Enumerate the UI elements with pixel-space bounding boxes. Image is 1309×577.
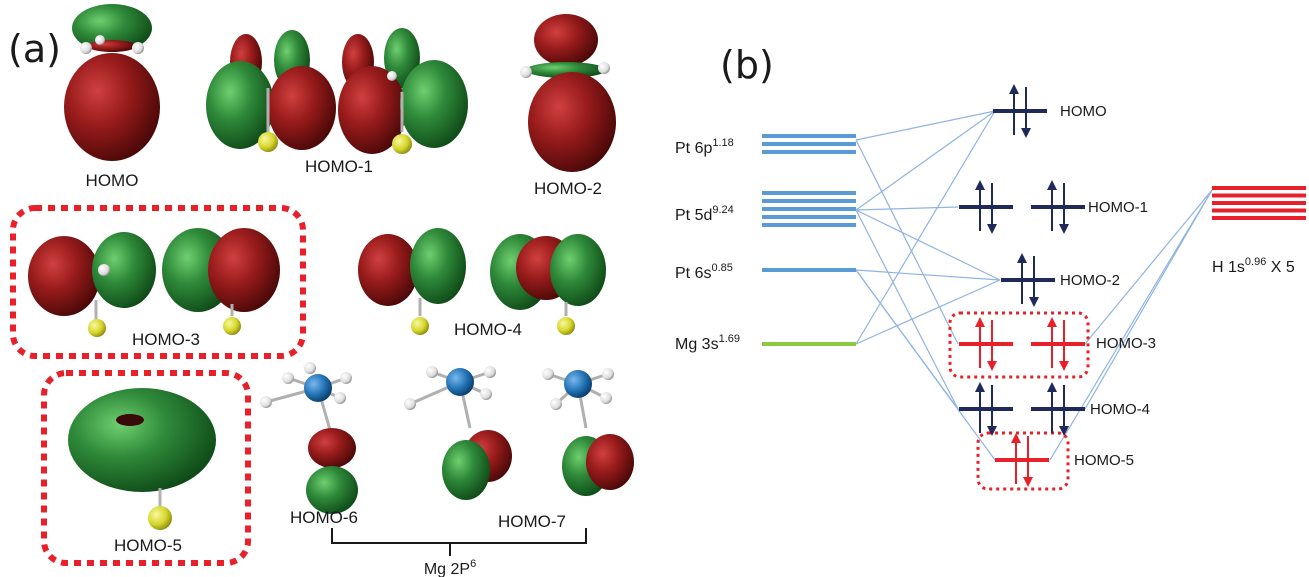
spin-down-arrowhead <box>1023 477 1033 487</box>
connector-line <box>1084 189 1213 410</box>
spin-up-arrowhead <box>1011 433 1021 443</box>
spin-up-arrowhead <box>1017 253 1027 263</box>
spin-up-arrowhead <box>1009 84 1019 94</box>
connector-line <box>855 110 996 345</box>
label-pt6p: Pt 6p1.18 <box>675 137 734 157</box>
spin-down-arrowhead <box>987 426 997 436</box>
label-homo-2: HOMO-2 <box>534 179 602 198</box>
label-homo-5: HOMO-5 <box>114 536 182 555</box>
label-homo-6: HOMO-6 <box>290 508 358 527</box>
spin-up-arrowhead <box>1047 317 1057 327</box>
label-homo: HOMO <box>86 171 139 190</box>
connector-line <box>855 269 1001 281</box>
orbital-homo-7-b <box>542 368 634 496</box>
label-homo-1: HOMO-1 <box>305 157 373 176</box>
spin-down-arrowhead <box>1029 297 1039 307</box>
label-homo-3: HOMO-3 <box>132 330 200 349</box>
spin-down-arrowhead <box>987 361 997 371</box>
connector-line <box>855 209 1001 281</box>
connector-lines <box>855 110 1213 461</box>
label-mg3s: Mg 3s1.69 <box>675 333 740 353</box>
orbital-homo-6 <box>260 362 358 514</box>
orbital-homo <box>64 4 160 161</box>
spin-down-arrowhead <box>1059 224 1069 234</box>
label-mo-homo: HOMO <box>1060 103 1107 120</box>
mo-levels <box>959 84 1085 487</box>
label-mg2p: Mg 2P6 <box>424 558 476 577</box>
connector-line <box>855 110 996 141</box>
orbital-homo-7-a <box>404 366 512 500</box>
connector-line <box>855 269 959 410</box>
spin-up-arrowhead <box>1047 382 1057 392</box>
spin-up-arrowhead <box>975 180 985 190</box>
orbital-homo-3 <box>28 228 280 337</box>
spin-down-arrowhead <box>987 224 997 234</box>
spin-down-arrowhead <box>1021 128 1031 138</box>
highlight-box-homo-5 <box>41 370 251 566</box>
spin-up-arrowhead <box>975 317 985 327</box>
label-homo-7: HOMO-7 <box>498 512 566 531</box>
level-pt6p <box>762 134 856 154</box>
label-pt6s: Pt 6s0.85 <box>675 262 733 282</box>
label-mo-homo-5: HOMO-5 <box>1074 452 1134 469</box>
connector-line <box>855 279 1001 345</box>
highlight-box-mo-homo-3 <box>948 311 1090 379</box>
panel-a-label: (a) <box>8 27 61 71</box>
label-mo-homo-3: HOMO-3 <box>1096 335 1156 352</box>
connector-line <box>855 110 996 211</box>
spin-up-arrowhead <box>1047 180 1057 190</box>
connector-line <box>855 139 959 345</box>
label-mo-homo-4: HOMO-4 <box>1090 401 1150 418</box>
label-homo-4: HOMO-4 <box>454 320 522 339</box>
connector-line <box>1049 189 1213 461</box>
connector-line <box>855 209 959 410</box>
level-h1s <box>1212 186 1306 220</box>
orbital-homo-1 <box>206 28 468 154</box>
label-pt5d: Pt 5d9.24 <box>675 204 734 224</box>
label-h1s: H 1s0.96 X 5 <box>1212 256 1295 276</box>
level-pt5d <box>762 191 856 227</box>
mg2p-bracket <box>331 528 587 556</box>
orbital-homo-2 <box>520 14 616 172</box>
highlight-box-mo-homo-5 <box>976 431 1070 491</box>
connector-line <box>855 206 959 211</box>
label-mo-homo-1: HOMO-1 <box>1088 199 1148 216</box>
spin-up-arrowhead <box>975 382 985 392</box>
spin-down-arrowhead <box>1059 426 1069 436</box>
orbital-homo-4 <box>358 228 606 335</box>
label-mo-homo-2: HOMO-2 <box>1060 272 1120 289</box>
spin-down-arrowhead <box>1059 361 1069 371</box>
highlight-box-homo-3 <box>10 205 306 359</box>
orbital-homo-5 <box>68 388 216 530</box>
connector-line <box>1084 189 1213 345</box>
panel-b-label: (b) <box>720 43 774 87</box>
